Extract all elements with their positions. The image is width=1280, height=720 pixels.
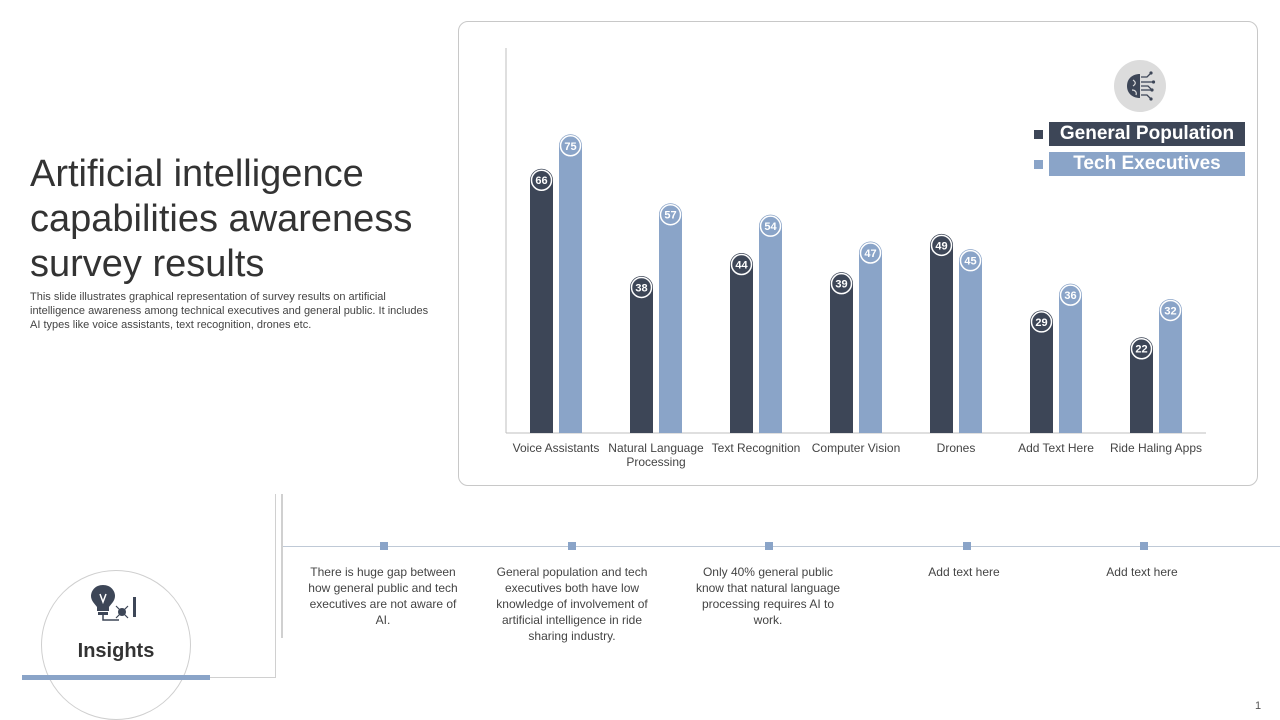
page-number: 1 bbox=[1255, 700, 1262, 712]
bar bbox=[1130, 337, 1153, 433]
insight-marker bbox=[1140, 542, 1148, 550]
insight-text-3: Only 40% general public know that natura… bbox=[695, 565, 841, 627]
data-label-badge bbox=[859, 242, 882, 264]
slide-subtitle: This slide illustrates graphical represe… bbox=[30, 291, 429, 331]
insights-accent-bar bbox=[22, 675, 210, 680]
data-label-badge bbox=[1059, 284, 1082, 306]
bar bbox=[930, 233, 953, 433]
bar bbox=[659, 203, 682, 433]
bar bbox=[559, 134, 582, 433]
insight-marker bbox=[380, 542, 388, 550]
brain-circuit-icon bbox=[1114, 60, 1166, 112]
legend-item-general-population: General Population bbox=[1034, 122, 1246, 146]
data-label-badge bbox=[830, 272, 853, 295]
data-label: 32 bbox=[1164, 305, 1176, 317]
bar bbox=[730, 252, 753, 433]
lightbulb-idea-icon bbox=[88, 582, 140, 628]
data-label: 66 bbox=[535, 175, 547, 187]
x-tick-label: Drones bbox=[937, 441, 976, 455]
legend-label: General Population bbox=[1049, 122, 1245, 146]
bar bbox=[1059, 283, 1082, 433]
data-label-badge bbox=[630, 276, 653, 299]
data-label: 39 bbox=[835, 279, 847, 291]
data-label: 45 bbox=[964, 256, 976, 268]
bar bbox=[1159, 298, 1182, 433]
data-label-badge bbox=[559, 135, 582, 157]
legend-label: Tech Executives bbox=[1049, 152, 1245, 176]
data-label-badge bbox=[730, 253, 753, 276]
data-label: 38 bbox=[635, 282, 647, 294]
data-label-badge bbox=[930, 234, 953, 257]
data-label: 75 bbox=[564, 141, 576, 153]
x-tick-label: Computer Vision bbox=[812, 441, 901, 455]
data-label-badge bbox=[1130, 337, 1153, 360]
bar bbox=[859, 241, 882, 433]
bar bbox=[630, 275, 653, 433]
data-label: 47 bbox=[864, 248, 876, 260]
insight-marker bbox=[963, 542, 971, 550]
insights-circle bbox=[41, 570, 191, 720]
data-label: 49 bbox=[935, 240, 947, 252]
data-label-badge bbox=[530, 169, 553, 191]
data-label: 44 bbox=[735, 259, 748, 271]
timeline-horizontal-line bbox=[283, 546, 1280, 547]
data-label-badge bbox=[959, 249, 982, 272]
insight-marker bbox=[568, 542, 576, 550]
data-label: 29 bbox=[1035, 317, 1047, 329]
x-tick-label: Text Recognition bbox=[712, 441, 801, 455]
bar bbox=[1030, 310, 1053, 433]
bar bbox=[530, 168, 553, 433]
x-tick-label: Add Text Here bbox=[1018, 441, 1094, 455]
legend-item-tech-executives: Tech Executives bbox=[1034, 152, 1246, 176]
slide-title: Artificial intelligence capabilities awa… bbox=[30, 153, 413, 285]
timeline-vertical-line bbox=[281, 494, 283, 638]
x-tick-label: Natural Language bbox=[608, 441, 704, 455]
bar bbox=[830, 272, 853, 433]
data-label-badge bbox=[759, 215, 782, 237]
x-tick-label: Voice Assistants bbox=[513, 441, 600, 455]
x-tick-label: Ride Haling Apps bbox=[1110, 441, 1202, 455]
data-label: 54 bbox=[764, 221, 777, 233]
data-label-badge bbox=[1159, 299, 1182, 322]
bar bbox=[959, 249, 982, 433]
insight-text-5: Add text here bbox=[1106, 565, 1178, 579]
insights-label: Insights bbox=[77, 640, 155, 662]
insight-text-4: Add text here bbox=[928, 565, 1000, 579]
data-label: 22 bbox=[1135, 344, 1147, 356]
data-label-badge bbox=[659, 203, 682, 226]
x-tick-label: Processing bbox=[626, 455, 685, 469]
legend-swatch-general-population bbox=[1034, 130, 1043, 139]
chart-legend: General Population Tech Executives bbox=[1034, 122, 1246, 182]
bar-chart: 66 75 Voice Assistants 38 57 Natural Language… bbox=[505, 48, 1206, 469]
bar bbox=[759, 214, 782, 433]
data-label: 57 bbox=[664, 210, 676, 222]
data-label-badge bbox=[1030, 311, 1053, 333]
legend-swatch-tech-executives bbox=[1034, 160, 1043, 169]
insight-text-2: General population and tech executives b… bbox=[496, 565, 648, 643]
insight-text-1: There is huge gap between how general pu… bbox=[308, 565, 458, 627]
data-label: 36 bbox=[1064, 290, 1076, 302]
insight-marker bbox=[765, 542, 773, 550]
